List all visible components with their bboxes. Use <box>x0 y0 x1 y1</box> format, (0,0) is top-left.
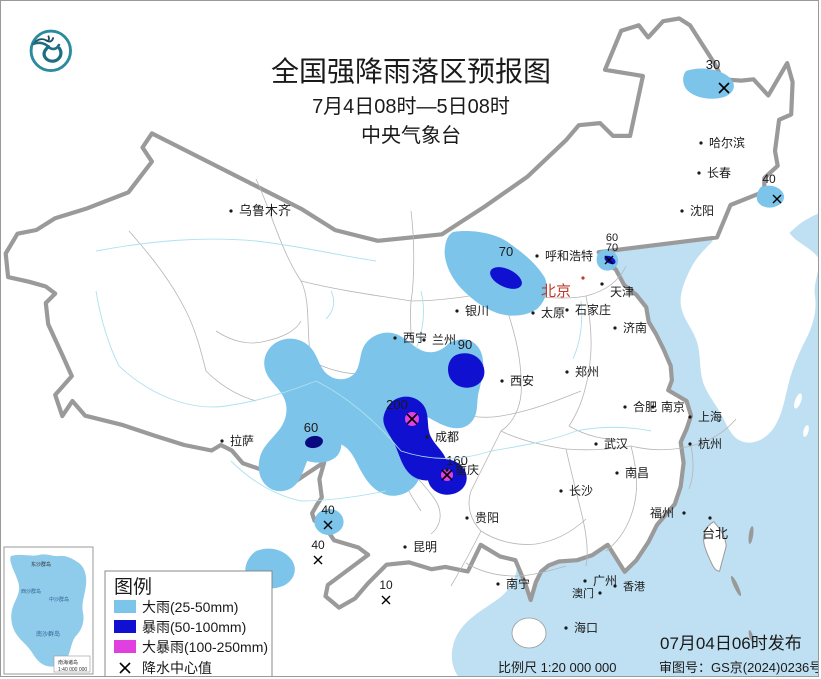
svg-text:07月04日06时发布: 07月04日06时发布 <box>660 634 802 653</box>
svg-text:200: 200 <box>386 397 408 412</box>
svg-text:杭州: 杭州 <box>698 436 722 451</box>
svg-text:石家庄: 石家庄 <box>575 302 611 317</box>
svg-text:香港: 香港 <box>623 580 645 593</box>
svg-text:40: 40 <box>762 172 776 186</box>
svg-text:中沙群岛: 中沙群岛 <box>49 596 69 603</box>
svg-text:南沙群岛: 南沙群岛 <box>36 630 60 638</box>
svg-text:南京: 南京 <box>661 399 685 414</box>
svg-text:海口: 海口 <box>574 620 598 635</box>
svg-text:西安: 西安 <box>510 373 534 388</box>
svg-text:拉萨: 拉萨 <box>230 433 254 448</box>
svg-text:70: 70 <box>606 242 618 254</box>
svg-text:40: 40 <box>321 503 335 517</box>
svg-text:乌鲁木齐: 乌鲁木齐 <box>239 203 291 218</box>
svg-text:长沙: 长沙 <box>569 484 593 498</box>
svg-text:70: 70 <box>499 244 513 259</box>
svg-text:中央气象台: 中央气象台 <box>361 124 461 147</box>
svg-text:降水中心值: 降水中心值 <box>142 660 212 676</box>
svg-text:审图号：GS京(2024)0236号: 审图号：GS京(2024)0236号 <box>659 660 819 675</box>
svg-text:大暴雨(100-250mm): 大暴雨(100-250mm) <box>142 639 268 655</box>
svg-text:呼和浩特: 呼和浩特 <box>545 248 593 263</box>
svg-text:沈阳: 沈阳 <box>690 203 714 218</box>
svg-text:成都: 成都 <box>435 430 459 444</box>
svg-text:重庆: 重庆 <box>455 463 479 477</box>
svg-text:澳门: 澳门 <box>572 586 594 600</box>
svg-text:太原: 太原 <box>541 305 565 320</box>
svg-text:10: 10 <box>379 578 393 592</box>
svg-text:昆明: 昆明 <box>413 540 437 554</box>
svg-text:东沙群岛: 东沙群岛 <box>31 561 51 568</box>
svg-text:长春: 长春 <box>707 166 731 180</box>
svg-text:图例: 图例 <box>114 576 152 598</box>
svg-text:7月4日08时—5日08时: 7月4日08时—5日08时 <box>312 95 510 118</box>
svg-text:西沙群岛: 西沙群岛 <box>21 588 41 595</box>
svg-text:大雨(25-50mm): 大雨(25-50mm) <box>142 599 238 615</box>
svg-text:全国强降雨落区预报图: 全国强降雨落区预报图 <box>271 56 551 87</box>
svg-text:南昌: 南昌 <box>625 465 649 480</box>
svg-text:天津: 天津 <box>610 285 634 299</box>
svg-text:哈尔滨: 哈尔滨 <box>709 135 745 150</box>
svg-text:南宁: 南宁 <box>506 576 530 591</box>
svg-text:比例尺 1:20 000 000: 比例尺 1:20 000 000 <box>498 660 617 675</box>
svg-text:60: 60 <box>304 420 318 435</box>
svg-text:台北: 台北 <box>702 526 728 541</box>
svg-text:贵阳: 贵阳 <box>475 511 499 525</box>
svg-text:武汉: 武汉 <box>604 437 628 451</box>
svg-text:30: 30 <box>706 57 720 72</box>
svg-text:郑州: 郑州 <box>575 364 599 379</box>
svg-text:福州: 福州 <box>650 505 674 520</box>
svg-text:济南: 济南 <box>623 320 647 335</box>
svg-text:兰州: 兰州 <box>432 333 456 347</box>
svg-text:1:40 000 000: 1:40 000 000 <box>58 667 87 673</box>
svg-text:暴雨(50-100mm): 暴雨(50-100mm) <box>142 619 246 635</box>
svg-text:西宁: 西宁 <box>403 330 427 345</box>
svg-text:90: 90 <box>458 337 472 352</box>
svg-text:银川: 银川 <box>465 304 489 318</box>
svg-text:北京: 北京 <box>541 283 571 300</box>
svg-text:上海: 上海 <box>698 409 722 424</box>
svg-text:南海诸岛: 南海诸岛 <box>58 659 78 666</box>
svg-text:40: 40 <box>311 538 325 552</box>
